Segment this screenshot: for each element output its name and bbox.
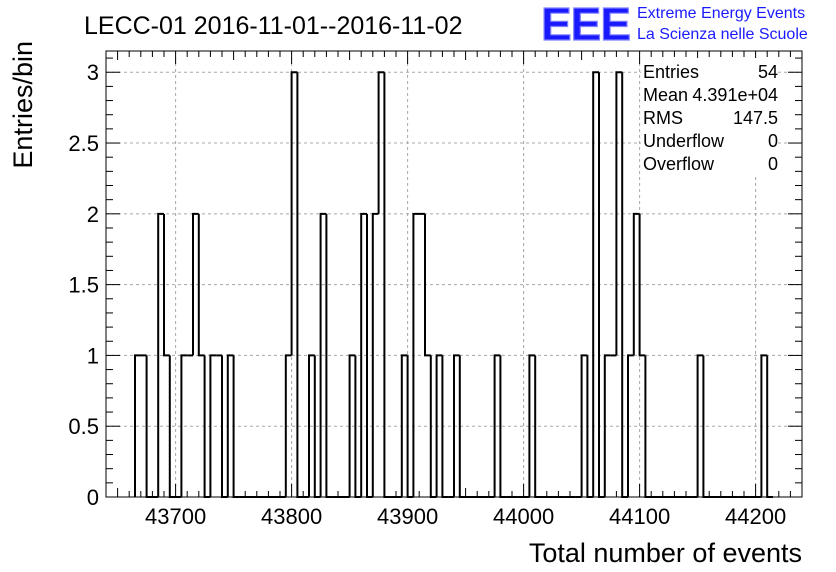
x-axis-title: Total number of events [529,538,802,568]
histogram-bin [180,354,188,497]
x-tick-label: 44000 [493,504,554,529]
histogram-bin [226,354,234,497]
stats-box-frame [641,58,778,176]
histogram-bin [319,212,327,497]
stats-value: 147.5 [733,108,778,128]
histogram-bin [134,354,147,497]
stats-label: Mean [643,85,688,105]
stats-value: 54 [758,62,778,82]
histogram-bin [197,213,205,357]
x-tick-label: 43800 [261,504,322,529]
histogram-bin [453,354,460,497]
histogram-bin [163,213,170,357]
histogram-bin [424,213,431,357]
histogram-bin [308,354,315,497]
eee-logo-line2: La Scienza nelle Scuole [637,26,808,43]
histogram-bin [592,71,599,497]
histogram-bin [632,212,640,356]
y-tick-label: 1 [87,343,99,368]
histogram-bin [209,354,217,497]
stats-label: RMS [643,108,683,128]
histogram-bin [627,354,634,497]
stats-label: Underflow [643,131,725,151]
x-tick-label: 43700 [145,504,206,529]
histogram-bin [284,354,292,497]
histogram-bin [696,354,704,497]
histogram-bin [157,212,164,497]
histogram-bin [412,212,425,497]
histogram-bin [377,71,385,214]
y-tick-label: 2.5 [68,131,99,156]
histogram-bin [638,213,646,357]
histogram-bin [360,212,367,497]
histogram-bin [400,354,408,497]
histogram-bin [603,354,611,497]
y-axis-title: Entries/bin [8,41,38,169]
y-tick-label: 1.5 [68,273,99,298]
y-tick-label: 0 [87,485,99,510]
histogram-bin [760,354,768,497]
x-tick-label: 44100 [609,504,670,529]
histogram-bin [348,354,356,497]
histogram-bin [580,354,588,497]
y-tick-label: 2 [87,202,99,227]
histogram-bin [192,212,199,356]
histogram-bin [371,212,379,497]
stats-value: 4.391e+04 [692,85,778,105]
stats-value: 0 [768,131,778,151]
eee-logo-line1: Extreme Energy Events [637,5,805,22]
stats-label: Overflow [643,154,715,174]
stats-value: 0 [768,154,778,174]
y-tick-label: 3 [87,60,99,85]
chart-title: LECC-01 2016-11-01--2016-11-02 [84,12,462,40]
histogram-bin [493,354,501,497]
x-tick-label: 44200 [725,504,786,529]
x-tick-label: 43900 [377,504,438,529]
eee-logo: EEE Extreme Energy Events La Scienza nel… [540,0,808,51]
y-tick-label: 0.5 [68,414,99,439]
histogram-bin [615,71,623,356]
axes: 43700 43800 43900 44000 44100 44200 0 0.5 1 1.5 2 2… [68,51,803,529]
histogram-bin [290,71,298,356]
histogram-bin [435,354,443,497]
stats-box: Entries 54 Mean 4.391e+04 RMS 147.5 Underflow 0… [641,58,778,176]
eee-logo-mark: EEE [541,0,630,50]
histogram-bin [528,354,536,497]
stats-label: Entries [643,62,699,82]
